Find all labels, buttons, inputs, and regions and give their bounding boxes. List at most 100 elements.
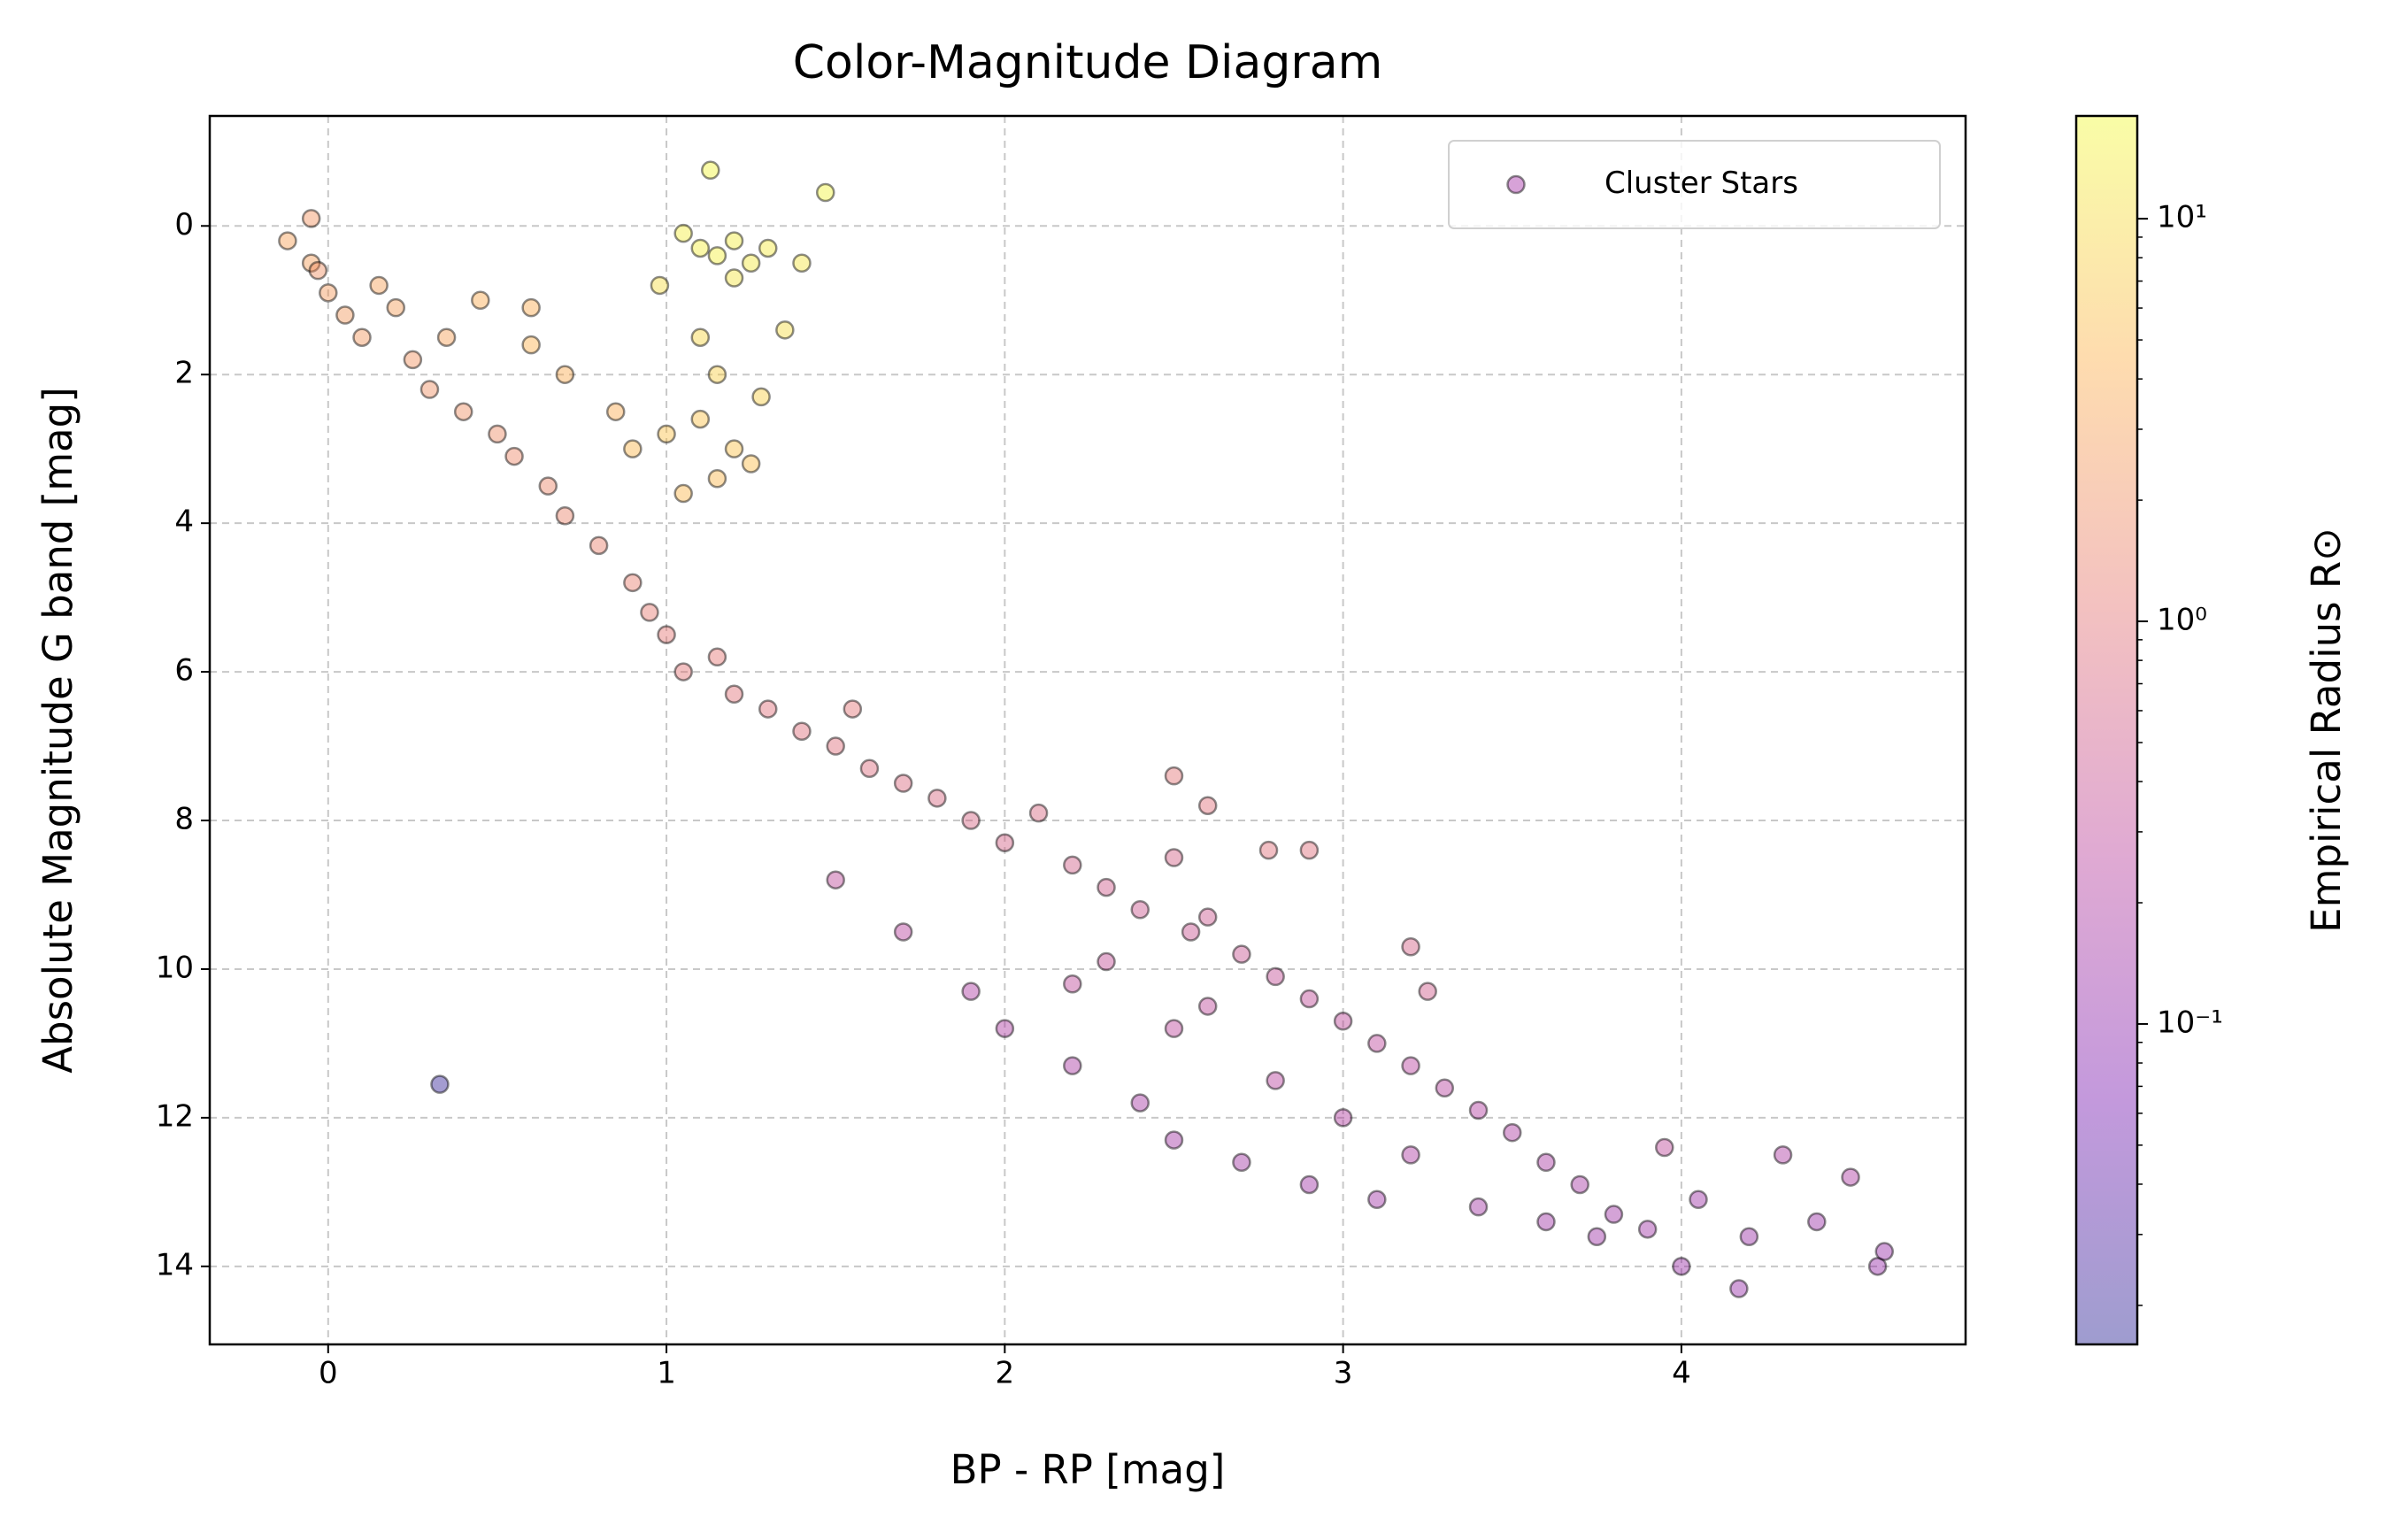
star-point: [792, 253, 812, 273]
star-point: [319, 283, 338, 303]
star-point: [1729, 1279, 1749, 1298]
star-point: [758, 699, 778, 719]
x-tick-label: 0: [319, 1356, 338, 1391]
star-point: [504, 446, 524, 466]
star-point: [1435, 1078, 1455, 1098]
star-point: [690, 238, 711, 258]
legend-marker: [1506, 174, 1526, 195]
colorbar-tick-label: 10⁰: [2157, 603, 2207, 638]
star-point: [657, 625, 676, 644]
star-point: [826, 870, 845, 889]
star-point: [1570, 1174, 1589, 1195]
star-point: [403, 350, 423, 370]
star-point: [961, 811, 981, 830]
star-point: [724, 268, 744, 288]
star-point: [1367, 1034, 1387, 1053]
star-point: [1164, 1130, 1184, 1150]
star-point: [758, 238, 778, 258]
star-point: [690, 409, 711, 429]
star-point: [701, 160, 720, 181]
star-point: [792, 721, 812, 742]
x-tick-label: 1: [657, 1356, 676, 1391]
x-axis-label: BP - RP [mag]: [950, 1446, 1226, 1493]
star-point: [335, 305, 355, 325]
star-point: [1130, 1093, 1150, 1113]
star-point: [1063, 974, 1082, 994]
legend-label: Cluster Stars: [1605, 166, 1798, 201]
star-point: [1689, 1190, 1708, 1210]
star-point: [301, 209, 321, 228]
star-point: [1739, 1227, 1759, 1246]
star-point: [1418, 982, 1437, 1001]
star-point: [1672, 1257, 1691, 1276]
star-point: [751, 387, 771, 407]
star-point: [673, 483, 693, 504]
star-point: [1536, 1212, 1556, 1232]
plot-frame: [208, 114, 1967, 1346]
chart-title: Color-Magnitude Diagram: [793, 36, 1382, 89]
star-point: [1604, 1205, 1624, 1224]
star-point: [995, 833, 1015, 852]
star-point: [815, 182, 835, 203]
star-point: [657, 424, 676, 444]
colorbar: [2074, 114, 2139, 1346]
star-point: [1258, 840, 1279, 860]
star-point: [741, 253, 761, 273]
star-point: [673, 223, 693, 243]
x-tick-label: 2: [996, 1356, 1015, 1391]
star-point: [1468, 1197, 1489, 1217]
star-point: [1503, 1122, 1522, 1143]
star-point: [538, 476, 558, 496]
legend-box: [1448, 140, 1941, 229]
y-tick-label: 6: [174, 653, 194, 689]
star-point: [1232, 944, 1251, 964]
star-point: [301, 253, 321, 273]
y-tick-label: 4: [174, 504, 194, 540]
star-point: [623, 439, 643, 458]
star-point: [453, 402, 473, 421]
star-point: [961, 982, 981, 1001]
star-point: [741, 454, 761, 474]
star-point: [1587, 1227, 1607, 1246]
star-point: [1333, 1108, 1353, 1128]
y-tick-label: 2: [174, 356, 194, 391]
star-point: [1468, 1100, 1489, 1120]
star-point: [1097, 951, 1116, 972]
star-point: [1401, 1056, 1420, 1075]
star-point: [650, 275, 670, 296]
star-point: [1333, 1011, 1353, 1031]
star-point: [1299, 1174, 1320, 1195]
star-point: [1097, 877, 1116, 897]
star-point: [1197, 907, 1218, 927]
star-point: [1197, 997, 1218, 1016]
colorbar-label: Empirical Radius R⊙: [2303, 527, 2350, 933]
star-point: [1028, 803, 1049, 823]
star-point: [1773, 1145, 1793, 1165]
x-tick-label: 4: [1672, 1356, 1691, 1391]
star-point: [1130, 900, 1150, 920]
star-point: [555, 506, 575, 526]
star-point: [1874, 1242, 1895, 1261]
star-point: [555, 365, 575, 384]
star-point: [1637, 1220, 1658, 1239]
star-point: [843, 699, 863, 719]
star-point: [352, 327, 372, 347]
star-point: [1164, 1019, 1184, 1038]
colorbar-tick-label: 10¹: [2157, 200, 2207, 235]
star-point: [1299, 989, 1320, 1009]
star-point: [623, 573, 643, 593]
star-point: [707, 365, 727, 384]
star-point: [1299, 840, 1320, 860]
star-point: [690, 327, 711, 347]
star-point: [471, 290, 490, 310]
star-point: [1197, 796, 1218, 815]
star-point: [1063, 855, 1082, 875]
star-point: [1867, 1257, 1888, 1276]
star-point: [826, 736, 845, 756]
star-point: [859, 758, 880, 778]
star-point: [724, 439, 744, 458]
star-point: [1266, 966, 1285, 987]
star-point: [893, 774, 913, 793]
